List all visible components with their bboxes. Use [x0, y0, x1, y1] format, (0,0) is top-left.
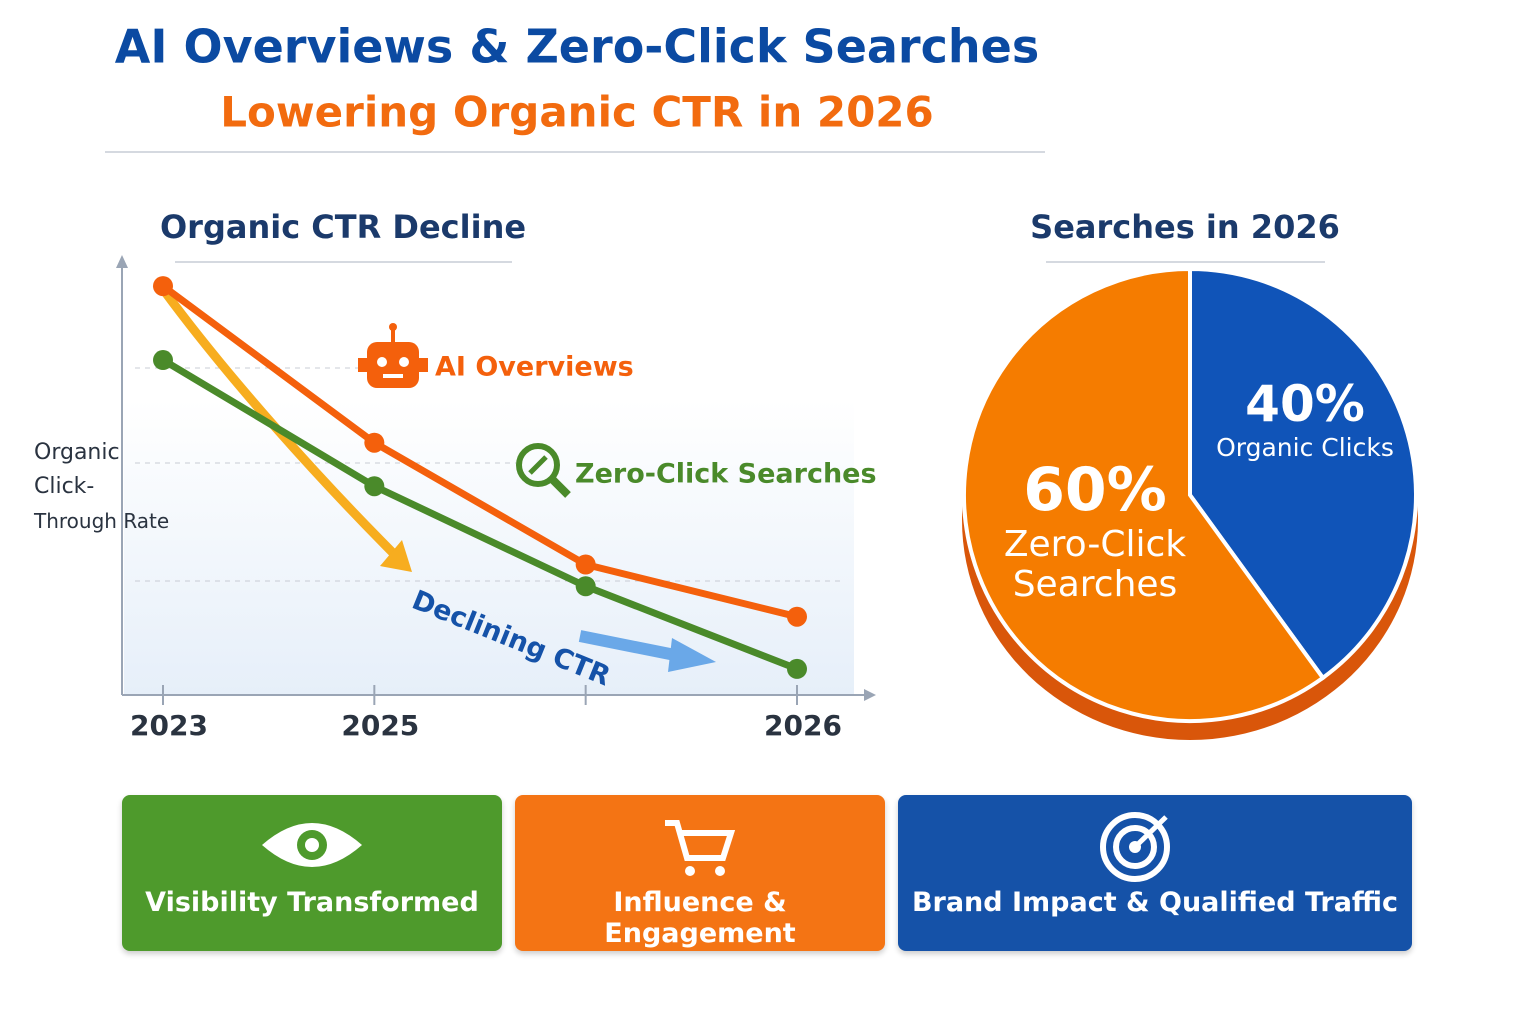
pie-slice — [1188, 266, 1418, 681]
x-tick-label: 2026 — [764, 709, 842, 742]
y-label-line: Through Rate — [34, 509, 170, 533]
eye-icon — [262, 823, 362, 867]
point — [575, 576, 596, 597]
title: AI Overviews & Zero-Click Searches — [115, 20, 1039, 74]
guides — [135, 367, 840, 582]
cart-icon — [665, 820, 736, 876]
y-label-line: Organic — [34, 440, 120, 465]
card: Visibility Transformed — [122, 795, 502, 951]
trend-arrow-head — [380, 540, 412, 572]
legend-label: AI Overviews — [435, 352, 634, 383]
card-label: Brand Impact & Qualified Traffic — [911, 887, 1399, 918]
point — [364, 476, 385, 497]
target-icon — [1100, 812, 1170, 882]
point — [575, 554, 596, 575]
point — [153, 350, 173, 371]
y-axis-arrow — [116, 255, 128, 268]
card: Influence & Engagement — [515, 795, 885, 951]
pie-label: 40% Organic Clicks — [1200, 375, 1410, 462]
line — [160, 283, 798, 621]
point — [787, 658, 807, 679]
robot-icon — [358, 323, 428, 388]
legend-label: Zero-Click Searches — [575, 459, 877, 490]
pie-category: Organic Clicks — [1216, 433, 1394, 462]
card-label: Influence & Engagement — [604, 887, 796, 949]
pie-slice — [962, 266, 1326, 723]
x-axis-arrow — [864, 689, 876, 701]
blue-arrow — [578, 630, 682, 662]
pie-label: 60% Zero-Click Searches — [985, 455, 1205, 605]
line — [161, 357, 799, 673]
card: Brand Impact & Qualified Traffic — [898, 795, 1412, 951]
point — [787, 606, 807, 627]
pie-category: Zero-Click Searches — [1003, 524, 1187, 605]
pie-value: 40% — [1245, 375, 1365, 433]
x-tick-label: 2023 — [130, 709, 208, 742]
search-icon — [516, 443, 571, 498]
card-label: Visibility Transformed — [145, 887, 479, 918]
point — [153, 276, 173, 297]
subtitle: Lowering Organic CTR in 2026 — [220, 88, 934, 137]
y-label-line: Click- — [34, 474, 95, 499]
chart-title: Organic CTR Decline — [160, 208, 526, 246]
y-label: Organic Click- Through Rate — [34, 436, 169, 538]
pie-value: 60% — [1023, 455, 1167, 525]
point — [364, 432, 385, 453]
blue-arrow-head — [668, 638, 716, 672]
x-tick-label: 2025 — [341, 709, 419, 742]
chart-title: Searches in 2026 — [1030, 208, 1340, 246]
